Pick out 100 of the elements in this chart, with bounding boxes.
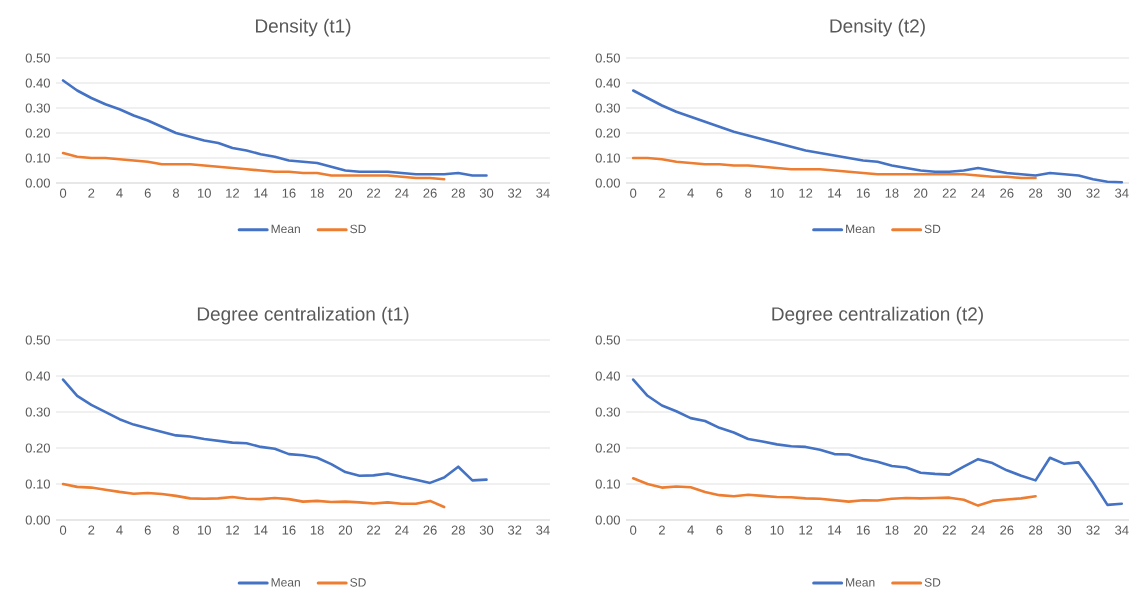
x-tick-label: 14 (254, 188, 268, 198)
x-tick-label: 8 (745, 188, 752, 198)
legend-label: SD (924, 578, 941, 587)
y-tick-label: 0.40 (595, 78, 620, 88)
legend-label: Mean (271, 224, 300, 234)
x-tick-label: 4 (687, 188, 694, 198)
x-tick-label: 18 (310, 188, 324, 198)
y-tick-label: 0.10 (595, 479, 620, 489)
y-tick-label: 0.00 (595, 515, 620, 525)
y-tick-label: 0.30 (595, 407, 620, 417)
legend-label: SD (924, 224, 941, 234)
x-tick-label: 30 (1057, 188, 1072, 198)
y-tick-label: 0.30 (25, 103, 50, 113)
x-tick-label: 18 (885, 188, 899, 198)
x-tick-label: 34 (536, 188, 550, 198)
x-tick-label: 18 (310, 525, 324, 535)
chart-title: Density (t1) (255, 18, 351, 37)
x-tick-label: 26 (423, 188, 437, 198)
x-tick-label: 8 (745, 525, 752, 535)
x-tick-label: 28 (451, 525, 465, 535)
x-tick-label: 0 (59, 525, 67, 535)
line-series (631, 378, 1124, 507)
x-tick-label: 12 (799, 525, 813, 535)
x-tick-label: 28 (1029, 188, 1043, 198)
x-tick-label: 34 (1115, 188, 1129, 198)
x-tick-label: 12 (799, 188, 813, 198)
legend-label: Mean (271, 578, 300, 587)
x-tick-label: 24 (395, 525, 409, 535)
x-tick-label: 32 (1086, 188, 1100, 198)
x-tick-label: 24 (971, 525, 985, 535)
x-tick-label: 6 (144, 188, 151, 198)
x-tick-label: 10 (197, 188, 211, 198)
x-tick-label: 20 (914, 188, 928, 198)
x-tick-label: 34 (1115, 525, 1129, 535)
x-tick-label: 24 (395, 188, 409, 198)
y-tick-label: 0.40 (25, 371, 50, 381)
line-series (61, 482, 446, 509)
x-tick-label: 16 (282, 188, 296, 198)
x-tick-label: 32 (1086, 525, 1100, 535)
x-tick-label: 12 (226, 525, 240, 535)
y-tick-label: 0.20 (595, 443, 620, 453)
x-tick-label: 22 (367, 188, 381, 198)
y-tick-label: 0.30 (25, 407, 50, 417)
x-tick-label: 18 (885, 525, 899, 535)
x-tick-label: 16 (856, 525, 870, 535)
legend-label: SD (350, 224, 366, 234)
y-tick-label: 0.50 (595, 53, 620, 63)
legend-label: SD (350, 578, 366, 587)
x-tick-label: 0 (59, 188, 67, 198)
x-tick-label: 20 (914, 525, 928, 535)
x-tick-label: 30 (1057, 525, 1072, 535)
chart-title: Density (t2) (830, 18, 925, 37)
x-tick-label: 32 (507, 188, 522, 198)
legend-label: Mean (846, 224, 875, 234)
y-tick-label: 0.10 (595, 153, 620, 163)
x-tick-label: 28 (1029, 525, 1043, 535)
x-tick-label: 28 (451, 188, 465, 198)
x-tick-label: 10 (197, 525, 211, 535)
x-tick-label: 8 (172, 525, 180, 535)
y-tick-label: 0.20 (595, 128, 620, 138)
y-tick-label: 0.00 (595, 178, 620, 188)
x-tick-label: 30 (479, 525, 494, 535)
y-tick-label: 0.20 (25, 443, 50, 453)
y-tick-label: 0.50 (595, 335, 620, 345)
x-tick-label: 30 (479, 188, 494, 198)
x-tick-label: 20 (338, 188, 353, 198)
x-tick-label: 8 (172, 188, 180, 198)
x-tick-label: 26 (423, 525, 437, 535)
y-tick-label: 0.50 (25, 53, 50, 63)
x-tick-label: 4 (116, 525, 123, 535)
x-tick-label: 34 (536, 525, 550, 535)
x-tick-label: 2 (88, 525, 95, 535)
x-tick-label: 26 (1000, 525, 1014, 535)
x-tick-label: 20 (338, 525, 353, 535)
x-tick-label: 26 (1000, 188, 1014, 198)
x-tick-label: 16 (282, 525, 296, 535)
y-tick-label: 0.30 (595, 103, 620, 113)
y-tick-label: 0.00 (25, 515, 50, 525)
x-tick-label: 10 (770, 188, 784, 198)
y-tick-label: 0.20 (25, 128, 50, 138)
y-tick-label: 0.40 (25, 78, 50, 88)
x-tick-label: 22 (942, 525, 956, 535)
x-tick-label: 6 (716, 188, 723, 198)
x-tick-label: 14 (828, 188, 842, 198)
x-tick-label: 6 (144, 525, 151, 535)
x-tick-label: 16 (856, 188, 870, 198)
x-tick-label: 22 (367, 525, 381, 535)
x-tick-label: 10 (770, 525, 784, 535)
x-tick-label: 6 (716, 525, 723, 535)
y-tick-label: 0.50 (25, 335, 50, 345)
chart-title: Degree centralization (t2) (772, 306, 983, 325)
y-tick-label: 0.00 (25, 178, 50, 188)
x-tick-label: 2 (658, 525, 665, 535)
legend-label: Mean (846, 578, 875, 587)
x-tick-label: 2 (88, 188, 95, 198)
y-tick-label: 0.10 (25, 153, 50, 163)
x-tick-label: 24 (971, 188, 985, 198)
x-tick-label: 0 (630, 525, 637, 535)
x-tick-label: 0 (630, 188, 637, 198)
chart-title: Degree centralization (t1) (197, 306, 409, 325)
